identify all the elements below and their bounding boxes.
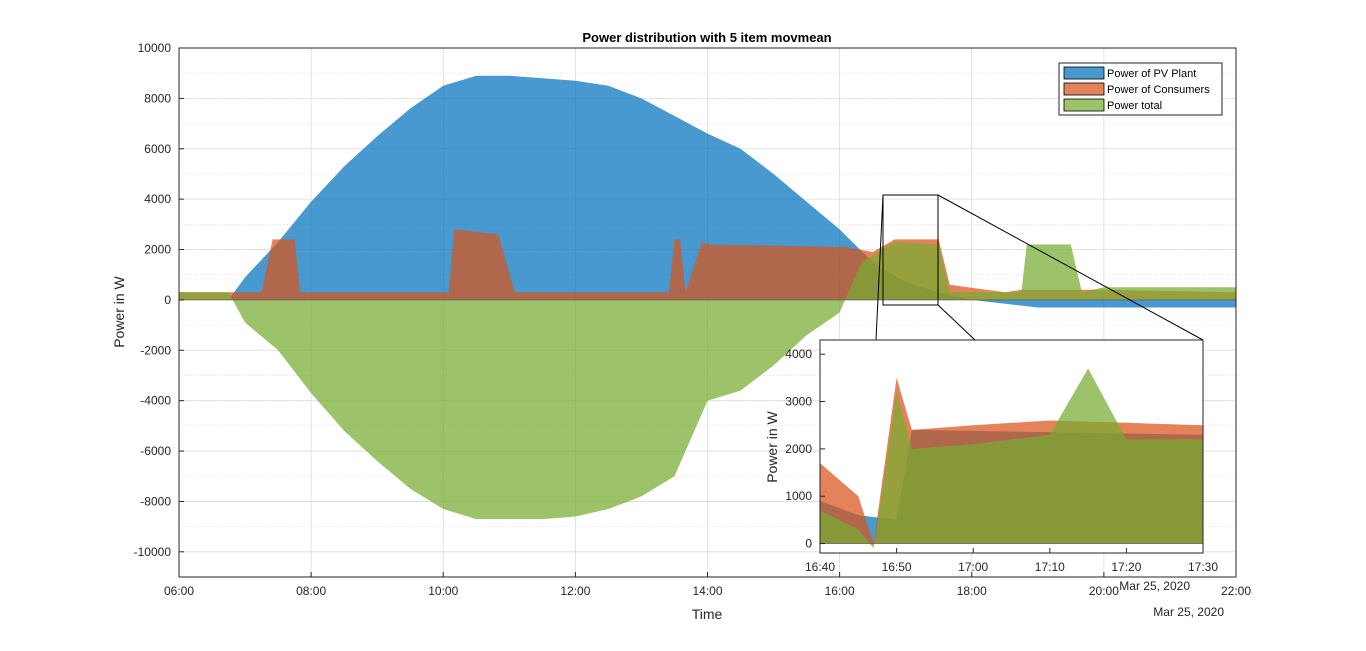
- zoom-region-box: [882, 194, 939, 306]
- y-tick-label: -6000: [140, 444, 171, 458]
- y-tick-label: 8000: [144, 91, 171, 105]
- y-tick-label: 3000: [785, 395, 812, 409]
- x-tick-label: 14:00: [692, 584, 722, 598]
- zoom-connector-bottom-right: [937, 304, 976, 341]
- legend-swatch-pv: [1063, 66, 1105, 80]
- x-tick-label: 10:00: [428, 584, 458, 598]
- series-area-power-of-pv-plant: [179, 75, 1236, 308]
- legend-swatch-consumers: [1063, 82, 1105, 96]
- inset-y-axis-label: Power in W: [764, 410, 780, 482]
- y-tick-label: -10000: [134, 545, 172, 559]
- y-tick-label: 0: [805, 537, 812, 551]
- legend-label-pv: Power of PV Plant: [1107, 68, 1196, 80]
- legend-label-consumers: Power of Consumers: [1107, 84, 1210, 96]
- main-axes: 06:00 08:00 10:00 12:00 14:00 16:00 18:00 20:00…: [134, 41, 1252, 598]
- inset-date-label: Mar 25, 2020: [1119, 579, 1190, 593]
- x-tick-label: 17:30: [1188, 560, 1218, 574]
- zoom-indicator: [875, 194, 1204, 341]
- x-tick-label: 22:00: [1221, 584, 1251, 598]
- series-area-power-of-consumers: [179, 229, 1236, 300]
- inset-x-ticks: 16:40 16:50 17:00 17:10 17:20 17:30: [805, 548, 1218, 574]
- zoom-connector-right: [937, 194, 1204, 341]
- inset-axes-box: [819, 339, 1204, 554]
- main-x-ticks: 06:00 08:00 10:00 12:00 14:00 16:00 18:00 20:00…: [164, 572, 1251, 598]
- inset-series: [820, 368, 1203, 549]
- y-tick-label: 2000: [785, 442, 812, 456]
- x-tick-label: 06:00: [164, 584, 194, 598]
- series-area-power-total: [820, 368, 1203, 549]
- y-tick-label: -2000: [140, 343, 171, 357]
- y-tick-label: 2000: [144, 243, 171, 257]
- x-tick-label: 17:10: [1035, 560, 1065, 574]
- y-tick-label: 4000: [785, 347, 812, 361]
- legend: Power of PV Plant Power of Consumers Pow…: [1058, 62, 1223, 116]
- main-series: [179, 75, 1236, 520]
- x-tick-label: 20:00: [1089, 584, 1119, 598]
- legend-swatch-total: [1063, 98, 1105, 112]
- x-tick-label: 16:50: [882, 560, 912, 574]
- y-tick-label: -8000: [140, 494, 171, 508]
- x-tick-label: 17:20: [1111, 560, 1141, 574]
- y-tick-label: -4000: [140, 394, 171, 408]
- y-tick-label: 10000: [138, 41, 172, 55]
- legend-label-total: Power total: [1107, 100, 1162, 112]
- series-area-power-total: [179, 242, 1236, 520]
- x-tick-label: 08:00: [296, 584, 326, 598]
- y-tick-label: 6000: [144, 142, 171, 156]
- x-tick-label: 16:40: [805, 560, 835, 574]
- x-axis-label: Time: [692, 606, 723, 622]
- y-tick-label: 0: [164, 293, 171, 307]
- date-label: Mar 25, 2020: [1153, 605, 1224, 619]
- inset-y-ticks: 0 1000 2000 3000 4000: [785, 347, 825, 551]
- x-tick-label: 17:00: [958, 560, 988, 574]
- inset-axes: 16:40 16:50 17:00 17:10 17:20 17:30 0 1000 2000…: [785, 339, 1218, 574]
- x-tick-label: 16:00: [825, 584, 855, 598]
- y-tick-label: 4000: [144, 192, 171, 206]
- y-axis-label: Power in W: [111, 275, 127, 347]
- x-tick-label: 18:00: [957, 584, 987, 598]
- chart-title: Power distribution with 5 item movmean: [582, 30, 831, 45]
- y-tick-label: 1000: [785, 489, 812, 503]
- main-y-ticks: 10000 8000 6000 4000 2000 0 -2000 -4000 -6000 -80…: [134, 41, 184, 559]
- x-tick-label: 12:00: [560, 584, 590, 598]
- zoom-connector-left: [875, 194, 884, 341]
